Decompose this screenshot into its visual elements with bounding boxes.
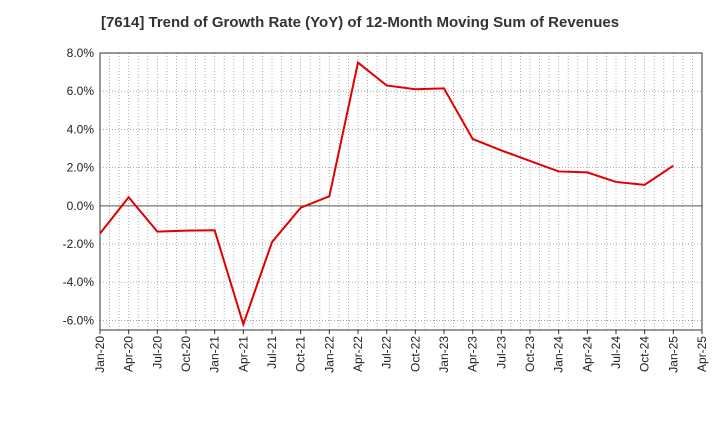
y-tick-label: 6.0% (67, 84, 95, 98)
x-tick-label: Jul-20 (150, 336, 164, 369)
x-tick-label: Oct-20 (179, 336, 193, 372)
x-tick-label: Jul-22 (380, 336, 394, 369)
x-tick-label: Oct-24 (638, 336, 652, 372)
y-tick-label: 4.0% (67, 122, 95, 136)
x-tick-label: Oct-23 (523, 336, 537, 372)
x-tick-label: Apr-25 (695, 336, 709, 372)
x-tick-label: Jan-25 (666, 336, 680, 373)
plot-border (99, 52, 703, 331)
x-tick-label: Jan-23 (437, 336, 451, 373)
x-tick-label: Jan-21 (208, 336, 222, 373)
x-tick-label: Apr-20 (122, 336, 136, 372)
x-tick-label: Apr-23 (466, 336, 480, 372)
x-tick-label: Jan-22 (322, 336, 336, 373)
x-tick-label: Jan-24 (552, 336, 566, 373)
y-tick-label: -4.0% (63, 275, 95, 289)
plot-background (100, 53, 702, 330)
y-tick-label: -2.0% (63, 237, 95, 251)
y-tick-label: 0.0% (67, 199, 95, 213)
y-tick-label: 8.0% (67, 46, 95, 60)
y-tick-label: 2.0% (67, 161, 95, 175)
x-tick-label: Jul-24 (609, 336, 623, 369)
x-tick-label: Jul-23 (494, 336, 508, 369)
chart-title: [7614] Trend of Growth Rate (YoY) of 12-… (100, 14, 620, 31)
x-tick-label: Oct-22 (408, 336, 422, 372)
x-tick-label: Jul-21 (265, 336, 279, 369)
y-tick-label: -6.0% (63, 313, 95, 327)
x-tick-label: Oct-21 (294, 336, 308, 372)
x-tick-label: Apr-22 (351, 336, 365, 372)
x-tick-label: Apr-21 (236, 336, 250, 372)
x-tick-label: Apr-24 (580, 336, 594, 372)
x-tick-label: Jan-20 (93, 336, 107, 373)
